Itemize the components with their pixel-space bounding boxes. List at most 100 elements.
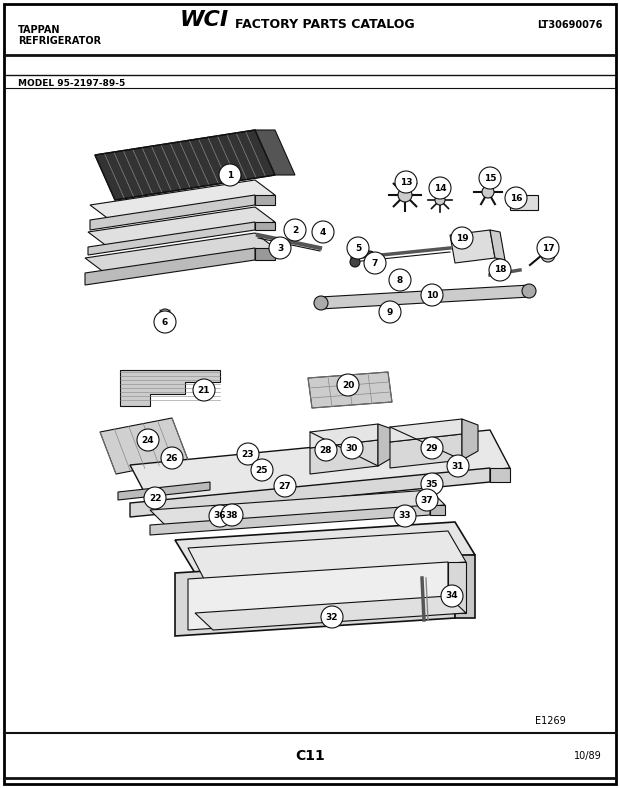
Text: 32: 32 [326, 612, 339, 622]
Circle shape [209, 505, 231, 527]
Polygon shape [188, 531, 466, 579]
Polygon shape [195, 596, 466, 630]
Text: 25: 25 [255, 466, 268, 474]
Circle shape [315, 439, 337, 461]
Text: 15: 15 [484, 173, 496, 183]
Text: 16: 16 [510, 194, 522, 203]
Polygon shape [310, 424, 378, 448]
Polygon shape [150, 505, 430, 535]
Text: 21: 21 [198, 385, 210, 395]
Circle shape [321, 606, 343, 628]
Circle shape [537, 237, 559, 259]
Circle shape [237, 443, 259, 465]
Polygon shape [320, 285, 530, 309]
Polygon shape [378, 424, 395, 466]
Polygon shape [88, 207, 275, 247]
Circle shape [421, 473, 443, 495]
Polygon shape [175, 522, 475, 573]
Circle shape [451, 227, 473, 249]
Circle shape [337, 374, 359, 396]
Circle shape [251, 459, 273, 481]
Circle shape [541, 248, 555, 262]
Polygon shape [455, 555, 475, 618]
Circle shape [489, 259, 511, 281]
Circle shape [159, 309, 171, 321]
Text: 38: 38 [226, 511, 238, 519]
Text: 20: 20 [342, 381, 354, 389]
Text: 33: 33 [399, 511, 411, 521]
Text: TAPPAN: TAPPAN [18, 25, 61, 35]
Polygon shape [490, 468, 510, 482]
Text: 35: 35 [426, 480, 438, 489]
Text: REFRIGERATOR: REFRIGERATOR [18, 36, 101, 46]
Circle shape [479, 167, 501, 189]
Circle shape [161, 447, 183, 469]
Text: 2: 2 [292, 225, 298, 235]
Polygon shape [308, 372, 392, 408]
Text: 6: 6 [162, 318, 168, 326]
Polygon shape [130, 430, 510, 503]
Circle shape [137, 429, 159, 451]
Text: 30: 30 [346, 444, 358, 452]
Circle shape [398, 188, 412, 202]
Circle shape [522, 284, 536, 298]
Text: MODEL 95-2197-89-5: MODEL 95-2197-89-5 [18, 79, 125, 88]
Text: 3: 3 [277, 243, 283, 252]
Circle shape [500, 267, 510, 277]
Polygon shape [310, 440, 378, 474]
Polygon shape [85, 233, 275, 273]
Polygon shape [118, 482, 210, 500]
Text: FACTORY PARTS CATALOG: FACTORY PARTS CATALOG [235, 18, 415, 31]
Polygon shape [462, 419, 478, 460]
Circle shape [366, 251, 374, 259]
Circle shape [482, 186, 494, 198]
Text: 18: 18 [494, 266, 507, 274]
Polygon shape [390, 419, 462, 442]
Text: 10: 10 [426, 291, 438, 299]
Text: 28: 28 [320, 445, 332, 455]
Polygon shape [255, 130, 295, 175]
Circle shape [274, 475, 296, 497]
Circle shape [347, 237, 369, 259]
Circle shape [219, 164, 241, 186]
Polygon shape [390, 434, 462, 468]
Text: 14: 14 [433, 184, 446, 192]
Text: E1269: E1269 [535, 716, 565, 726]
Text: 34: 34 [446, 592, 458, 600]
Text: 13: 13 [400, 177, 412, 187]
Text: 9: 9 [387, 307, 393, 317]
Text: 19: 19 [456, 233, 468, 243]
Circle shape [193, 379, 215, 401]
Polygon shape [510, 195, 538, 210]
Polygon shape [88, 222, 255, 255]
Text: 36: 36 [214, 511, 226, 521]
Polygon shape [120, 370, 220, 406]
Polygon shape [188, 562, 448, 630]
Circle shape [341, 437, 363, 459]
Circle shape [314, 296, 328, 310]
Polygon shape [85, 248, 255, 285]
Circle shape [284, 219, 306, 241]
Text: 37: 37 [421, 496, 433, 504]
Circle shape [421, 284, 443, 306]
Circle shape [421, 437, 443, 459]
Circle shape [144, 487, 166, 509]
Circle shape [395, 171, 417, 193]
Circle shape [312, 221, 334, 243]
Polygon shape [490, 230, 505, 260]
Circle shape [269, 237, 291, 259]
Text: 5: 5 [355, 243, 361, 252]
Circle shape [505, 187, 527, 209]
Polygon shape [175, 555, 455, 636]
Polygon shape [450, 230, 495, 263]
Polygon shape [90, 180, 275, 220]
Circle shape [429, 177, 451, 199]
Circle shape [389, 269, 411, 291]
Text: 10/89: 10/89 [574, 751, 602, 761]
Circle shape [364, 252, 386, 274]
Polygon shape [255, 195, 275, 205]
Text: 7: 7 [372, 258, 378, 267]
Polygon shape [448, 562, 466, 613]
Text: 27: 27 [278, 481, 291, 490]
Circle shape [435, 195, 445, 205]
